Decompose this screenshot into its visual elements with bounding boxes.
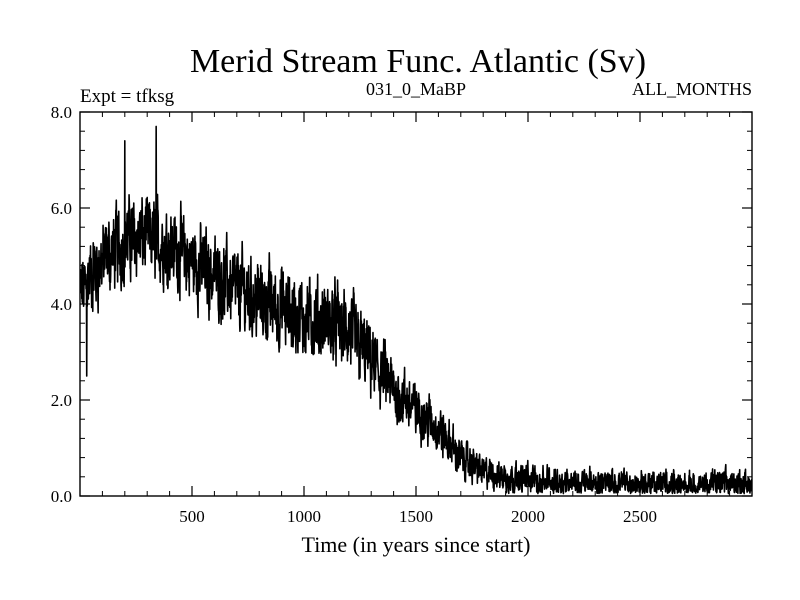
y-tick-label: 2.0 [51,391,72,410]
y-tick-label: 0.0 [51,487,72,506]
x-tick-label: 500 [179,507,205,526]
y-tick-label: 6.0 [51,199,72,218]
y-tick-label: 8.0 [51,103,72,122]
y-tick-labels: 0.0 2.0 4.0 6.0 8.0 [51,103,72,506]
x-tick-labels: 500 1000 1500 2000 2500 [179,507,657,526]
plot-frame [79,111,753,497]
months-label: ALL_MONTHS [632,79,752,99]
experiment-label: Expt = tfksg [80,86,175,107]
x-tick-label: 1500 [399,507,433,526]
x-axis-label: Time (in years since start) [302,532,531,557]
series-line [80,125,752,495]
x-tick-label: 1000 [287,507,321,526]
y-tick-label: 4.0 [51,295,72,314]
x-tick-label: 2000 [511,507,545,526]
x-tick-label: 2500 [623,507,657,526]
period-label: 031_0_MaBP [366,79,466,99]
chart-title: Merid Stream Func. Atlantic (Sv) [190,43,646,80]
